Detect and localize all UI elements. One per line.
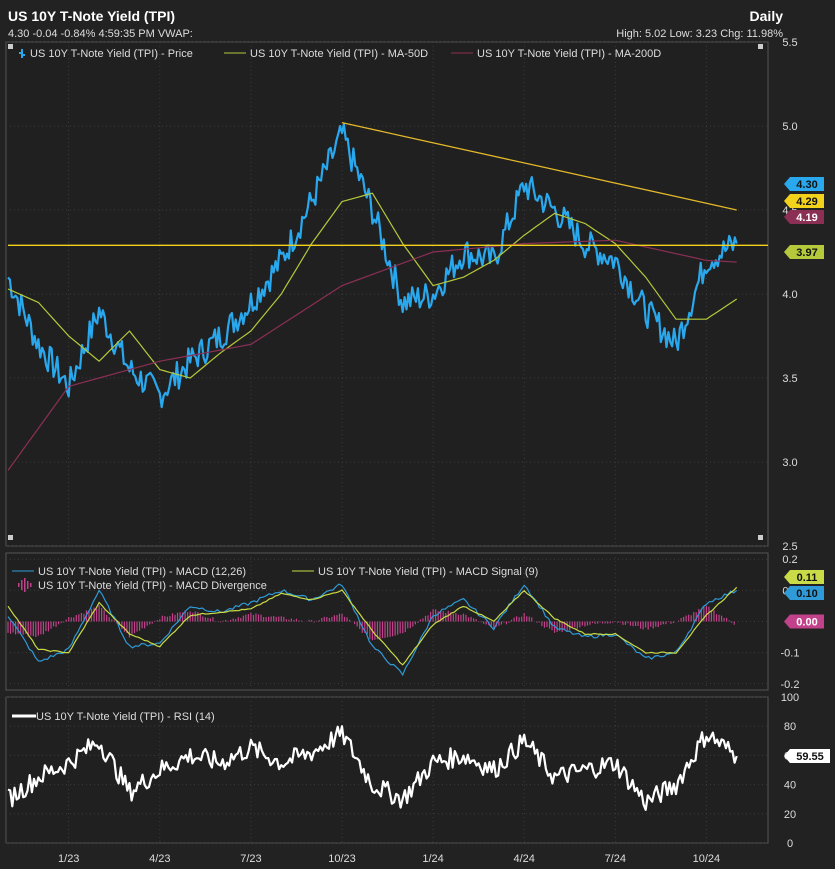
x-tick-label: 7/23 [240,853,261,865]
macd-signal-series [7,586,738,666]
ma50-last-label-tag [784,245,824,259]
y-tick-label: 2.5 [782,541,797,553]
y-tick-label: 3.5 [782,373,797,385]
rsi-panel [5,696,769,844]
high-low-change: High: 5.02 Low: 3.23 Chg: 11.98% [616,28,783,40]
macd-divergence-last-label-tag [784,614,824,629]
resize-handle-br[interactable] [758,535,763,540]
x-tick-label: 4/23 [149,853,170,865]
resize-handle-tr[interactable] [758,44,763,49]
y-tick-label: 0 [787,838,793,850]
legend-macd-divergence-swatch [30,583,32,587]
y-tick-label: 3.0 [782,457,797,469]
y-tick-label: -0.1 [781,648,800,660]
x-tick-label: 4/24 [513,853,534,865]
y-tick-label: 40 [784,780,796,792]
rsi-series [7,725,738,812]
macd-series [7,583,738,677]
price-last-label: 4.30 [796,179,817,191]
ma200-series [7,239,737,471]
horizontal-line-label: 4.29 [796,196,817,208]
resize-handle-tl[interactable] [8,44,13,49]
ma200-last-label: 4.19 [796,212,817,224]
legend-price: US 10Y T-Note Yield (TPI) - Price [30,48,193,60]
legend-macd: US 10Y T-Note Yield (TPI) - MACD (12,26) [38,566,246,578]
y-tick-label: 100 [781,692,799,704]
legend-macd-divergence-swatch [27,581,29,589]
legend-macd-divergence-swatch [21,580,23,590]
x-tick-label: 1/23 [58,853,79,865]
legend-rsi: US 10Y T-Note Yield (TPI) - RSI (14) [36,711,215,723]
legend-macd-divergence-swatch [18,583,20,587]
horizontal-line-label-tag [784,194,824,208]
x-tick-label: 10/23 [328,853,356,865]
rsi-last-label-tag [784,749,830,764]
resize-handle-bl[interactable] [8,535,13,540]
y-tick-label: 80 [784,721,796,733]
y-tick-label: 5.5 [782,37,797,49]
legend-macd-divergence: US 10Y T-Note Yield (TPI) - MACD Diverge… [38,580,267,592]
x-tick-label: 1/24 [422,853,443,865]
macd-signal-last-label-tag [784,570,824,584]
quote-line: 4.30 -0.04 -0.84% 4:59:35 PM VWAP: [8,28,193,40]
ma200-last-label-tag [784,210,824,224]
period-label[interactable]: Daily [749,8,783,24]
chart-title: US 10Y T-Note Yield (TPI) [8,8,176,24]
macd-signal-last-label: 0.11 [797,572,818,584]
ma50-last-label: 3.97 [796,247,817,259]
macd-last-label-tag [784,586,824,600]
macd-last-label: 0.10 [796,588,817,600]
price-series [7,123,738,409]
trend-line [341,121,737,211]
rsi-last-label: 59.55 [796,751,824,763]
x-tick-label: 7/24 [605,853,626,865]
legend-macd-divergence-swatch [24,578,26,592]
y-tick-label: 4.0 [782,289,797,301]
macd-divergence-last-label: 0.00 [796,617,817,629]
x-tick-label: 10/24 [693,853,721,865]
legend-ma50: US 10Y T-Note Yield (TPI) - MA-50D [250,48,428,60]
price-last-label-tag [784,177,824,191]
y-tick-label: 20 [784,809,796,821]
y-tick-label: 5.0 [782,121,797,133]
legend-macd-signal: US 10Y T-Note Yield (TPI) - MACD Signal … [318,566,538,578]
ma50-series [7,192,738,379]
y-tick-label: 0.2 [782,554,797,566]
y-tick-label: -0.2 [781,679,800,691]
legend-ma200: US 10Y T-Note Yield (TPI) - MA-200D [477,48,661,60]
